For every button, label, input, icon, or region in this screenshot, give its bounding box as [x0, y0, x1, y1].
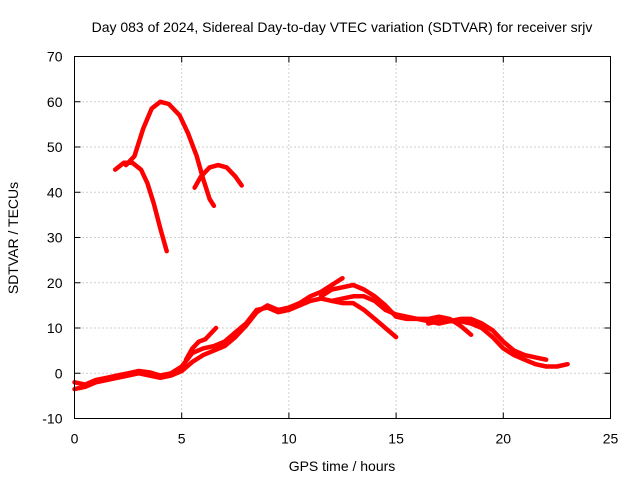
series-line-arc-mid-short: [183, 325, 219, 362]
chart-title: Day 083 of 2024, Sidereal Day-to-day VTE…: [92, 19, 593, 35]
y-tick-label: 20: [47, 275, 63, 291]
x-tick-label: 0: [71, 431, 79, 447]
y-tick-label: 60: [47, 94, 63, 110]
series-line-arc-falling: [112, 160, 169, 254]
series-line-baseline-b: [72, 275, 345, 392]
y-tick-label: -10: [42, 411, 62, 427]
y-axis-label: SDTVAR / TECUs: [5, 182, 21, 294]
series-group: [72, 99, 570, 392]
y-tick-label: 30: [47, 230, 63, 246]
y-tick-label: 40: [47, 184, 63, 200]
series-line-arc-high-peak: [123, 99, 217, 209]
series-line-arc-late-b: [329, 294, 474, 338]
y-tick-label: 10: [47, 320, 63, 336]
y-tick-label: 0: [55, 365, 63, 381]
x-axis-label: GPS time / hours: [289, 458, 396, 474]
x-tick-label: 15: [388, 431, 404, 447]
x-tick-label: 5: [178, 431, 186, 447]
x-tick-label: 10: [281, 431, 297, 447]
grid: [74, 56, 611, 419]
series-line-arc-small: [192, 162, 244, 190]
x-tick-label: 25: [603, 431, 619, 447]
series-line-baseline-a: [72, 296, 399, 387]
ticks: 0 5 10 15 20 25 -10 0 10 20 30 40 50 60 70: [42, 49, 618, 447]
series-line-arc-late-c: [426, 316, 549, 362]
y-tick-label: 70: [47, 49, 63, 65]
x-tick-label: 20: [496, 431, 512, 447]
y-tick-label: 50: [47, 139, 63, 155]
